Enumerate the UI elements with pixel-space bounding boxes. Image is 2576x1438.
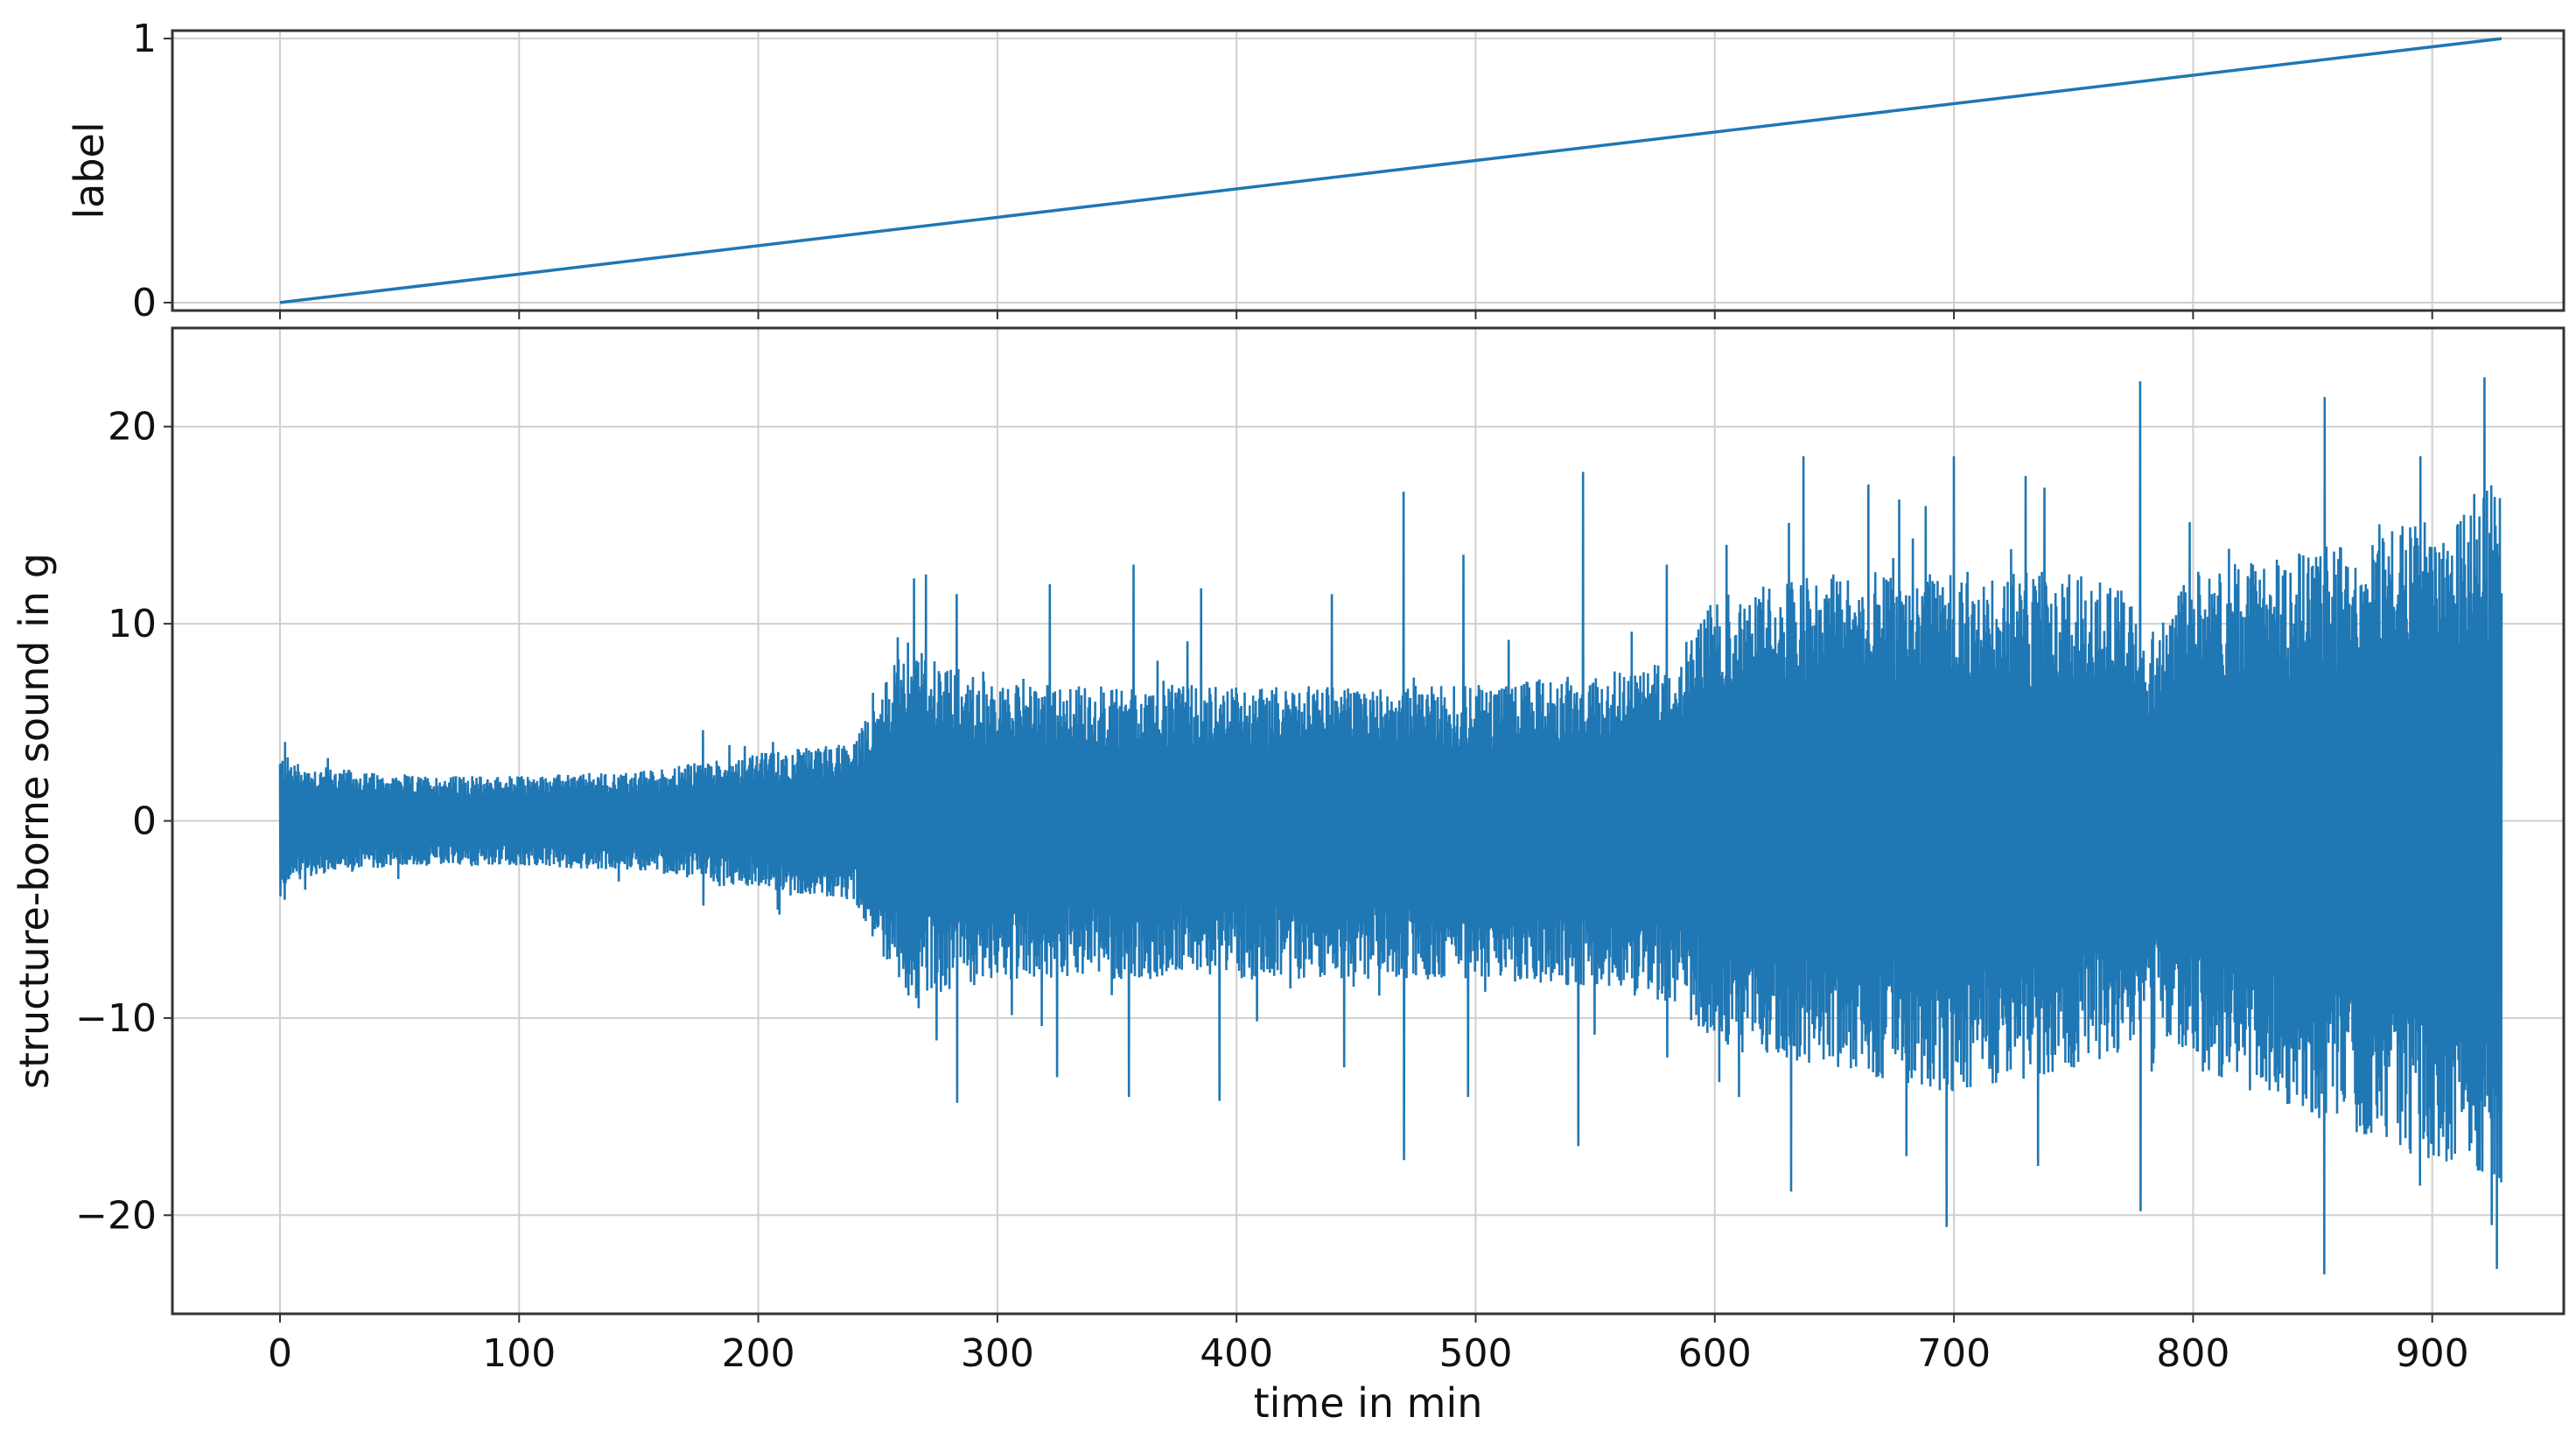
x-tick-label: 500 [1438,1331,1512,1376]
x-tick-label: 700 [1917,1331,1991,1376]
top-y-tick-label: 1 [132,17,157,61]
bottom-y-ticks: −20 −10 0 10 20 [75,405,172,1238]
x-axis-label: time in min [1254,1379,1483,1427]
top-y-ticks: 01 [132,17,172,325]
label-subplot: 01 label [66,17,2566,325]
bottom-y-axis-label: structure-borne sound in g [10,553,58,1089]
top-y-tick-label: 0 [132,281,157,325]
label-line [279,37,2502,304]
x-tick-label: 800 [2156,1331,2230,1376]
top-axes-frame [171,29,2566,312]
sound-subplot: −20 −10 0 10 20 0 100 200 300 400 500 600 700 800 900… [10,326,2566,1427]
sound-series [278,377,2503,1274]
x-tick-label: 900 [2396,1331,2469,1376]
x-tick-label: 200 [722,1331,795,1376]
x-tick-label: 600 [1678,1331,1752,1376]
bottom-y-tick-label: −20 [75,1193,157,1238]
bottom-y-tick-label: 20 [108,405,157,450]
label-series [279,37,2502,304]
bottom-y-tick-label: −10 [75,996,157,1041]
bottom-y-tick-label: 10 [108,602,157,646]
bottom-y-tick-label: 0 [132,799,157,844]
x-tick-label: 0 [268,1331,292,1376]
bottom-x-ticks: 0 100 200 300 400 500 600 700 800 900 [268,1314,2469,1376]
x-tick-label: 100 [482,1331,556,1376]
top-gridlines [172,31,2564,319]
x-tick-label: 300 [961,1331,1034,1376]
top-y-axis-label: label [66,122,113,219]
sound-line [278,377,2503,1274]
x-tick-label: 400 [1200,1331,1273,1376]
